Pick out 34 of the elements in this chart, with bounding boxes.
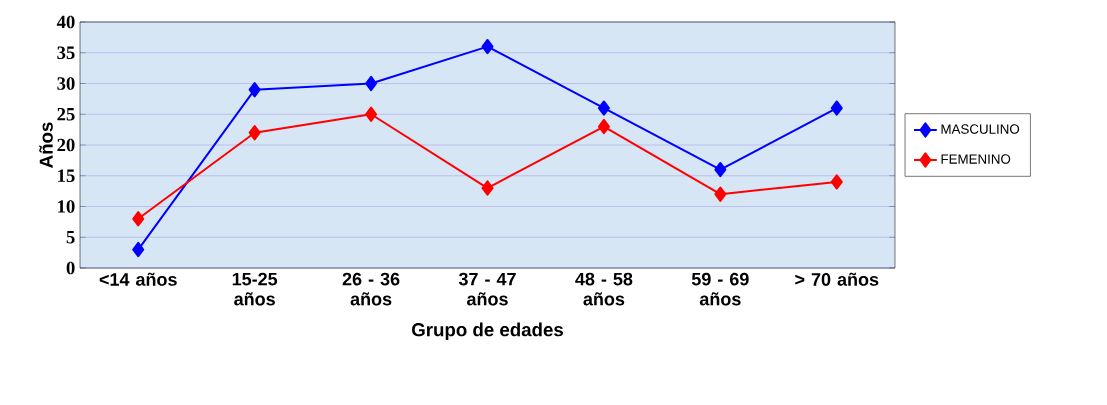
x-tick-label: 15-25 años [232,272,278,306]
x-axis-title: Grupo de edades [412,322,563,341]
point [830,100,843,116]
point [714,186,727,202]
point [830,174,843,190]
x-tick-label: 59 - 69 años [691,272,749,306]
point [714,161,727,178]
x-tick-label: <14 años [99,272,177,286]
y-tick-label: 0 [66,261,75,275]
point [481,180,494,196]
y-tick-label: 30 [57,77,75,90]
x-tick-label: 37 - 47 años [458,272,516,306]
point [248,81,261,98]
legend-label: FEMENINO [941,154,1011,164]
point [365,75,378,92]
y-tick-label: 5 [66,231,75,244]
point [481,38,494,55]
x-tick-label: > 70 años [795,272,879,286]
y-tick-label: 10 [58,200,75,213]
y-tick-label: 35 [57,46,75,60]
point [132,211,145,227]
point [597,118,610,135]
x-tick-label: 26 - 36 años [342,272,400,306]
point [365,106,378,122]
y-axis-title: Años [39,122,53,168]
point [132,241,145,258]
legend-label: MASCULINO [941,124,1020,134]
y-tick-label: 25 [57,107,75,121]
y-tick-label: 20 [57,138,75,152]
point [597,100,610,116]
point [248,125,261,141]
y-tick-label: 40 [56,15,75,29]
y-tick-label: 15 [58,169,75,183]
x-tick-label: 48 - 58 años [575,272,633,306]
